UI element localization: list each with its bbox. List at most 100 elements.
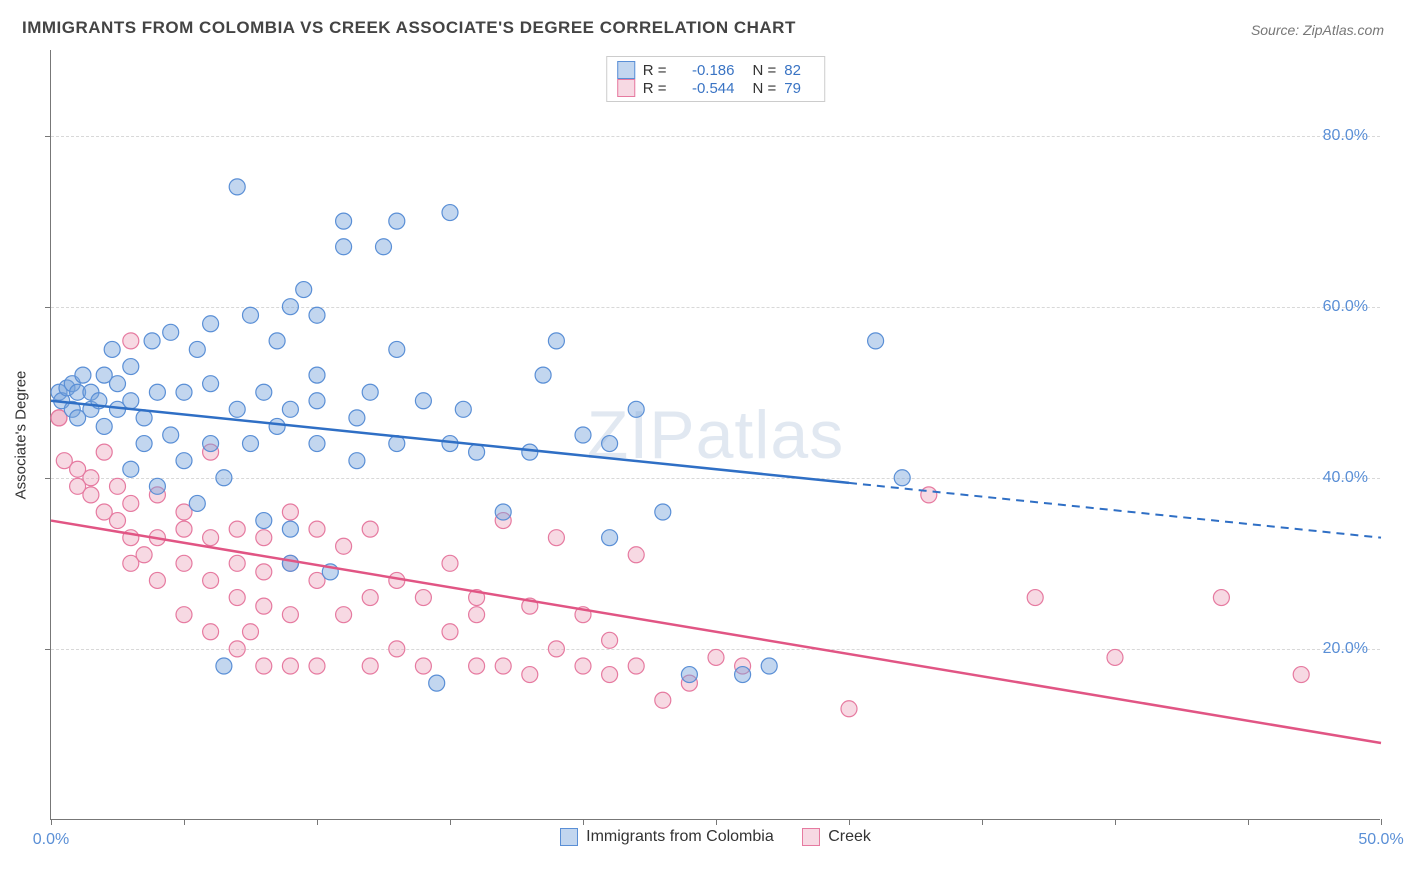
scatter-point bbox=[495, 658, 511, 674]
y-axis-title: Associate's Degree bbox=[13, 370, 30, 499]
x-tick bbox=[716, 819, 717, 825]
scatter-point bbox=[522, 444, 538, 460]
scatter-point bbox=[309, 658, 325, 674]
chart-source: Source: ZipAtlas.com bbox=[1251, 22, 1384, 38]
chart-title: IMMIGRANTS FROM COLOMBIA VS CREEK ASSOCI… bbox=[22, 18, 796, 38]
scatter-point bbox=[189, 495, 205, 511]
scatter-point bbox=[535, 367, 551, 383]
scatter-point bbox=[243, 307, 259, 323]
scatter-point bbox=[469, 607, 485, 623]
scatter-point bbox=[575, 658, 591, 674]
scatter-point bbox=[123, 359, 139, 375]
scatter-point bbox=[282, 401, 298, 417]
scatter-point bbox=[442, 555, 458, 571]
scatter-point bbox=[469, 444, 485, 460]
scatter-point bbox=[336, 607, 352, 623]
scatter-point bbox=[655, 692, 671, 708]
legend-item-blue: Immigrants from Colombia bbox=[560, 828, 774, 846]
scatter-point bbox=[841, 701, 857, 717]
scatter-point bbox=[455, 401, 471, 417]
scatter-point bbox=[921, 487, 937, 503]
scatter-point bbox=[149, 572, 165, 588]
chart-header: IMMIGRANTS FROM COLOMBIA VS CREEK ASSOCI… bbox=[22, 18, 1384, 38]
scatter-point bbox=[362, 384, 378, 400]
scatter-point bbox=[628, 658, 644, 674]
scatter-point bbox=[389, 213, 405, 229]
scatter-point bbox=[229, 641, 245, 657]
scatter-point bbox=[282, 555, 298, 571]
scatter-point bbox=[176, 607, 192, 623]
swatch-blue-icon bbox=[617, 61, 635, 79]
scatter-point bbox=[110, 513, 126, 529]
scatter-point bbox=[229, 555, 245, 571]
scatter-point bbox=[735, 667, 751, 683]
x-tick bbox=[583, 819, 584, 825]
x-tick bbox=[184, 819, 185, 825]
scatter-point bbox=[282, 658, 298, 674]
series-legend: Immigrants from Colombia Creek bbox=[51, 828, 1380, 851]
scatter-point bbox=[83, 487, 99, 503]
scatter-point bbox=[548, 333, 564, 349]
x-tick bbox=[51, 819, 52, 825]
scatter-point bbox=[415, 393, 431, 409]
scatter-point bbox=[75, 367, 91, 383]
scatter-point bbox=[349, 410, 365, 426]
scatter-point bbox=[176, 521, 192, 537]
scatter-point bbox=[575, 427, 591, 443]
scatter-point bbox=[442, 624, 458, 640]
scatter-point bbox=[96, 444, 112, 460]
legend-row-blue: R = -0.186 N = 82 bbox=[617, 61, 815, 79]
scatter-point bbox=[136, 436, 152, 452]
scatter-point bbox=[243, 436, 259, 452]
scatter-point bbox=[336, 538, 352, 554]
scatter-point bbox=[203, 436, 219, 452]
scatter-point bbox=[602, 632, 618, 648]
scatter-point bbox=[708, 649, 724, 665]
scatter-point bbox=[282, 607, 298, 623]
x-tick bbox=[450, 819, 451, 825]
scatter-point bbox=[176, 453, 192, 469]
scatter-point bbox=[548, 641, 564, 657]
scatter-point bbox=[349, 453, 365, 469]
scatter-point bbox=[415, 658, 431, 674]
swatch-pink-icon bbox=[802, 828, 820, 846]
legend-item-pink: Creek bbox=[802, 828, 871, 846]
scatter-point bbox=[296, 282, 312, 298]
scatter-point bbox=[176, 384, 192, 400]
scatter-point bbox=[269, 333, 285, 349]
scatter-point bbox=[123, 461, 139, 477]
x-tick bbox=[1115, 819, 1116, 825]
swatch-pink-icon bbox=[617, 79, 635, 97]
scatter-point bbox=[681, 667, 697, 683]
scatter-point bbox=[163, 427, 179, 443]
scatter-point bbox=[1293, 667, 1309, 683]
correlation-legend: R = -0.186 N = 82 R = -0.544 N = 79 bbox=[606, 56, 826, 102]
scatter-point bbox=[256, 513, 272, 529]
scatter-point bbox=[189, 341, 205, 357]
scatter-point bbox=[229, 590, 245, 606]
scatter-point bbox=[149, 478, 165, 494]
scatter-point bbox=[655, 504, 671, 520]
x-tick bbox=[317, 819, 318, 825]
scatter-point bbox=[282, 299, 298, 315]
scatter-point bbox=[149, 384, 165, 400]
scatter-point bbox=[123, 333, 139, 349]
scatter-point bbox=[602, 436, 618, 452]
scatter-point bbox=[216, 658, 232, 674]
scatter-point bbox=[256, 564, 272, 580]
scatter-svg bbox=[51, 50, 1380, 819]
scatter-point bbox=[362, 590, 378, 606]
scatter-point bbox=[548, 530, 564, 546]
scatter-point bbox=[136, 547, 152, 563]
scatter-point bbox=[1213, 590, 1229, 606]
scatter-point bbox=[203, 376, 219, 392]
x-tick bbox=[1248, 819, 1249, 825]
scatter-point bbox=[442, 205, 458, 221]
scatter-point bbox=[389, 641, 405, 657]
scatter-point bbox=[203, 530, 219, 546]
scatter-point bbox=[495, 504, 511, 520]
scatter-point bbox=[282, 504, 298, 520]
scatter-point bbox=[256, 384, 272, 400]
scatter-point bbox=[415, 590, 431, 606]
scatter-point bbox=[256, 658, 272, 674]
